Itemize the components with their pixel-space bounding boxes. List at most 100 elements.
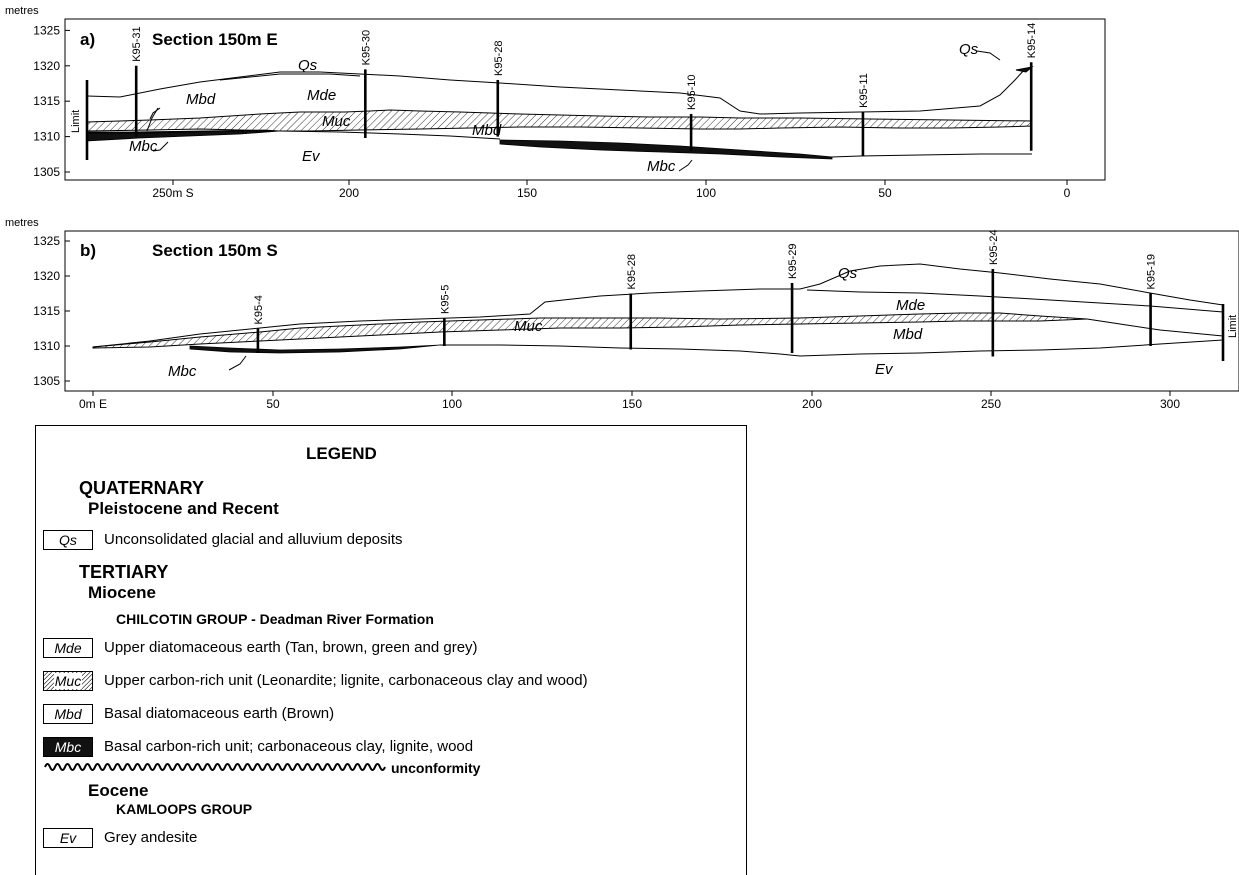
y-tick-label: 1305 [33,165,60,179]
x-tick-label: 250 [981,397,1001,411]
limit-label-a: Limit [70,110,82,133]
legend-title: LEGEND [306,444,377,463]
legend-swatch-muc: Muc [43,671,93,691]
mbc-lens-b [189,344,441,354]
mbd-mde-contact-a [149,107,161,120]
legend-kamloops: KAMLOOPS GROUP [116,801,253,817]
unit-label-mbd: Mbd [472,122,502,139]
y-tick-label: 1305 [33,374,60,388]
panel-b-unit-label-group: Qs Mde Mbd Muc Mbc Ev [168,265,925,380]
x-tick-label: 200 [339,186,359,200]
borehole-label: K95-10 [686,74,698,109]
unit-label-qs: Qs [959,41,979,58]
legend-chilcotin: CHILCOTIN GROUP - Deadman River Formatio… [116,611,434,627]
borehole-label: K95-4 [253,295,265,324]
borehole-label: K95-19 [1146,254,1158,289]
y-tick-label: 1325 [33,234,60,248]
borehole-label: K95-29 [787,244,799,279]
legend-quaternary: QUATERNARY [79,478,204,498]
legend-desc-mbc: Basal carbon-rich unit; carbonaceous cla… [104,738,474,755]
unit-label-mbd: Mbd [893,326,923,343]
callout-leader [678,159,693,172]
panel-a-frame [64,18,1106,181]
legend-desc-muc: Upper carbon-rich unit (Leonardite; lign… [104,672,588,689]
borehole-label: K95-28 [493,40,505,75]
mbc-callout-b [228,355,247,371]
ev-top-b [440,339,1224,357]
ev-top-east-a [831,153,1032,158]
panel-a-boreholes: K95-31 K95-30 K95-28 K95-10 K95-11 K95-14 [85,23,1038,160]
unconformity-symbol [44,763,386,771]
x-tick-label: 200 [802,397,822,411]
x-tick-label: 50 [266,397,280,411]
panel-a-y-axis: 1325 1320 1315 1310 1305 [33,23,70,179]
legend-miocene: Miocene [88,583,157,602]
y-tick-label: 1315 [33,94,60,108]
cross-sections: metres 1325 1320 1315 1310 1305 250m S 200 150… [5,5,1239,411]
panel-b-boreholes: K95-4 K95-5 K95-28 K95-29 K95-24 K95-19 [253,230,1225,361]
callout-leader [976,50,1001,61]
legend-swatch-mbd: Mbd [43,704,93,724]
x-tick-label: 150 [517,186,537,200]
borehole-label: K95-30 [360,30,372,65]
legend-swatch-ev: Ev [43,828,93,848]
panel-b-title: Section 150m S [152,241,278,260]
legend-swatch-mbc: Mbc [43,737,93,757]
legend-swatch-qs: Qs [43,530,93,550]
panel-b-label: b) [80,241,96,260]
unit-label-mbc: Mbc [647,158,676,175]
borehole-label: K95-11 [858,73,870,108]
unit-label-mbd: Mbd [186,91,216,108]
panel-b-y-unit: metres [5,217,39,229]
x-tick-label: 0m E [79,397,107,411]
unit-label-mbc: Mbc [168,363,197,380]
y-tick-label: 1320 [33,269,60,283]
y-tick-label: 1310 [33,130,60,144]
y-tick-label: 1315 [33,304,60,318]
callout-leader [152,141,169,152]
y-tick-label: 1310 [33,339,60,353]
panel-a-y-unit: metres [5,5,39,17]
panel-a: metres 1325 1320 1315 1310 1305 250m S 200 150… [5,5,1106,200]
borehole-label: K95-5 [439,285,451,314]
mde-mbd-contact-b [1086,318,1224,337]
legend-swatch-mde: Mde [43,638,93,658]
borehole-label: K95-24 [988,230,1000,265]
y-tick-label: 1325 [33,23,60,37]
x-tick-label: 100 [442,397,462,411]
borehole-label: K95-31 [131,26,143,61]
panel-a-label: a) [80,30,95,49]
muc-layer-b [92,312,1088,349]
legend-desc-ev: Grey andesite [104,829,198,846]
ground-surface-a [86,66,1033,115]
panel-b-x-axis: 0m E 50 100 150 200 250 300 [79,391,1180,411]
panel-a-x-axis: 250m S 200 150 100 50 0 [152,180,1071,200]
x-tick-label: 300 [1160,397,1180,411]
ground-surface-b [92,263,1224,348]
panel-a-unit-label-group: Qs Mde Mbd Muc Mbc Ev Mbd Mbc Qs [129,41,979,175]
unit-label-muc: Muc [514,318,543,335]
ev-top-a [87,130,501,140]
legend-desc-mbd: Basal diatomaceous earth (Brown) [104,705,335,722]
x-tick-label: 150 [622,397,642,411]
legend-eocene: Eocene [88,781,149,800]
limit-label-b: Limit [1227,315,1239,338]
unit-label-qs: Qs [298,57,318,74]
unit-label-ev: Ev [875,361,894,378]
legend-desc-qs: Unconsolidated glacial and alluvium depo… [104,531,403,548]
x-tick-label: 50 [878,186,892,200]
mbc-lens-east [499,139,833,160]
x-tick-label: 100 [696,186,716,200]
legend-tertiary: TERTIARY [79,562,169,582]
borehole-label: K95-28 [626,254,638,289]
unit-label-qs: Qs [838,265,858,282]
panel-b: metres 1325 1320 1315 1310 1305 0m E 50 100 150… [5,217,1239,411]
callout-leader [146,107,159,132]
qs-base-b [806,289,1224,313]
panel-a-title: Section 150m E [152,30,278,49]
borehole-label: K95-14 [1026,23,1038,58]
unit-label-ev: Ev [302,148,321,165]
legend-desc-mde: Upper diatomaceous earth (Tan, brown, gr… [104,639,478,656]
muc-layer [86,109,1033,132]
unit-label-mbc: Mbc [129,138,158,155]
